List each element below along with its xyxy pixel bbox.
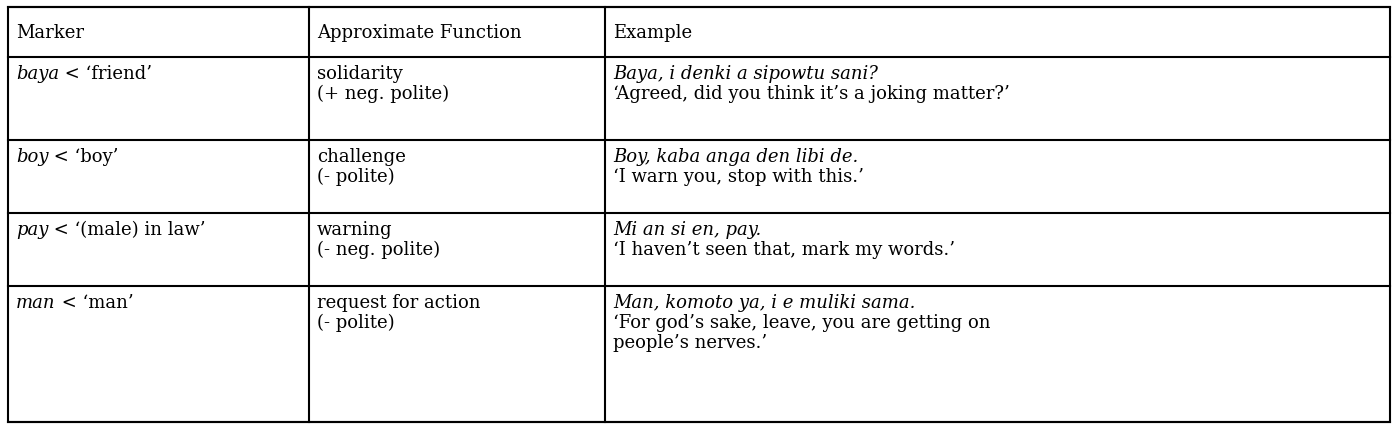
Text: ‘Agreed, did you think it’s a joking matter?’: ‘Agreed, did you think it’s a joking mat… xyxy=(612,85,1009,103)
Text: pay: pay xyxy=(15,221,49,239)
Text: < ‘boy’: < ‘boy’ xyxy=(49,147,119,166)
Text: ‘I haven’t seen that, mark my words.’: ‘I haven’t seen that, mark my words.’ xyxy=(612,241,955,258)
Text: people’s nerves.’: people’s nerves.’ xyxy=(612,334,768,351)
Text: < ‘(male) in law’: < ‘(male) in law’ xyxy=(49,221,206,239)
Text: baya: baya xyxy=(15,65,59,83)
Text: (- polite): (- polite) xyxy=(317,168,394,186)
Text: Mi an si en, pay.: Mi an si en, pay. xyxy=(612,221,762,239)
Text: (+ neg. polite): (+ neg. polite) xyxy=(317,85,449,103)
Text: solidarity: solidarity xyxy=(317,65,403,83)
Text: Baya, i denki a sipowtu sani?: Baya, i denki a sipowtu sani? xyxy=(612,65,878,83)
Text: request for action: request for action xyxy=(317,293,481,311)
Text: ‘For god’s sake, leave, you are getting on: ‘For god’s sake, leave, you are getting … xyxy=(612,313,991,332)
Text: man: man xyxy=(15,293,56,311)
Text: Marker: Marker xyxy=(15,24,84,42)
Text: boy: boy xyxy=(15,147,49,166)
Text: challenge: challenge xyxy=(317,147,405,166)
Text: Boy, kaba anga den libi de.: Boy, kaba anga den libi de. xyxy=(612,147,858,166)
Text: ‘I warn you, stop with this.’: ‘I warn you, stop with this.’ xyxy=(612,168,864,186)
Text: warning: warning xyxy=(317,221,393,239)
Text: Man, komoto ya, i e muliki sama.: Man, komoto ya, i e muliki sama. xyxy=(612,293,916,311)
Text: Approximate Function: Approximate Function xyxy=(317,24,521,42)
Text: Example: Example xyxy=(612,24,692,42)
Text: (- neg. polite): (- neg. polite) xyxy=(317,241,440,259)
Text: (- polite): (- polite) xyxy=(317,313,394,332)
Text: < ‘man’: < ‘man’ xyxy=(56,293,133,311)
Text: < ‘friend’: < ‘friend’ xyxy=(59,65,152,83)
